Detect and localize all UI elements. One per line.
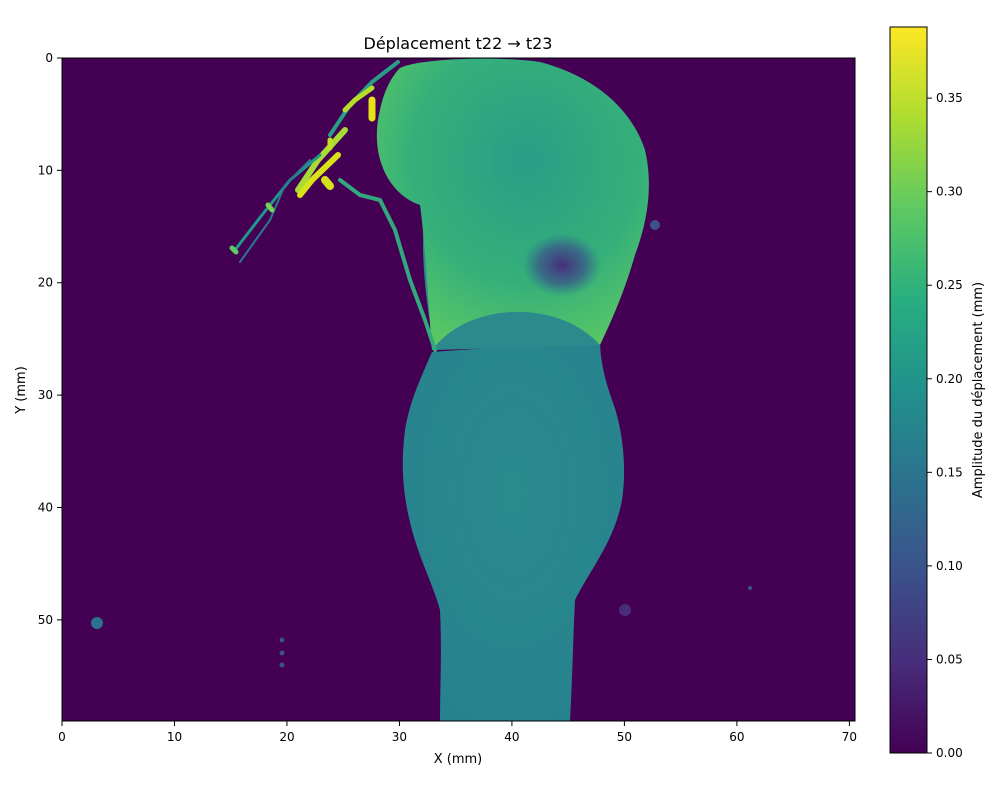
y-tick-label: 50 xyxy=(38,613,53,627)
colorbar-tick-label: 0.15 xyxy=(936,465,963,479)
x-tick-label: 60 xyxy=(729,730,744,744)
y-tick-label: 0 xyxy=(45,51,53,65)
heatmap-blob xyxy=(650,220,660,230)
x-tick-label: 30 xyxy=(392,730,407,744)
colorbar-label: Amplitude du déplacement (mm) xyxy=(971,282,986,498)
colorbar xyxy=(889,26,928,754)
colorbar-tick-label: 0.05 xyxy=(936,652,963,666)
heatmap-blob xyxy=(279,650,285,656)
y-axis: 0 10 20 30 40 50 xyxy=(38,51,62,627)
heatmap-field xyxy=(91,58,752,721)
heatmap-region-strands xyxy=(229,60,437,352)
x-tick-label: 70 xyxy=(842,730,857,744)
x-tick-label: 40 xyxy=(504,730,519,744)
colorbar-tick-label: 0.00 xyxy=(936,746,963,760)
x-tick-label: 10 xyxy=(167,730,182,744)
x-axis: 0 10 20 30 40 50 60 70 xyxy=(58,721,857,744)
colorbar-tick-label: 0.10 xyxy=(936,559,963,573)
y-tick-label: 10 xyxy=(38,163,53,177)
y-tick-label: 40 xyxy=(38,500,53,514)
colorbar-ticks: 0.00 0.05 0.10 0.15 0.20 0.25 0.30 0.35 xyxy=(927,91,963,760)
colorbar-tick-label: 0.20 xyxy=(936,372,963,386)
x-tick-label: 0 xyxy=(58,730,66,744)
chart-title: Déplacement t22 → t23 xyxy=(364,34,553,53)
heatmap-blob xyxy=(748,586,752,590)
colorbar-tick-label: 0.30 xyxy=(936,185,963,199)
plot-frame xyxy=(61,57,856,722)
heatmap-blob xyxy=(279,637,285,643)
heatmap-blob xyxy=(619,604,631,616)
x-tick-label: 50 xyxy=(617,730,632,744)
heatmap-region-low-spot xyxy=(522,233,602,297)
colorbar-tick-label: 0.35 xyxy=(936,91,963,105)
heatmap-blob xyxy=(91,617,103,629)
y-axis-label: Y (mm) xyxy=(14,366,29,415)
heatmap-blob xyxy=(279,662,285,668)
x-axis-label: X (mm) xyxy=(434,752,483,767)
y-tick-label: 30 xyxy=(38,388,53,402)
heatmap-region-lower-body xyxy=(402,340,625,721)
x-tick-label: 20 xyxy=(279,730,294,744)
colorbar-tick-label: 0.25 xyxy=(936,278,963,292)
y-tick-label: 20 xyxy=(38,276,53,290)
